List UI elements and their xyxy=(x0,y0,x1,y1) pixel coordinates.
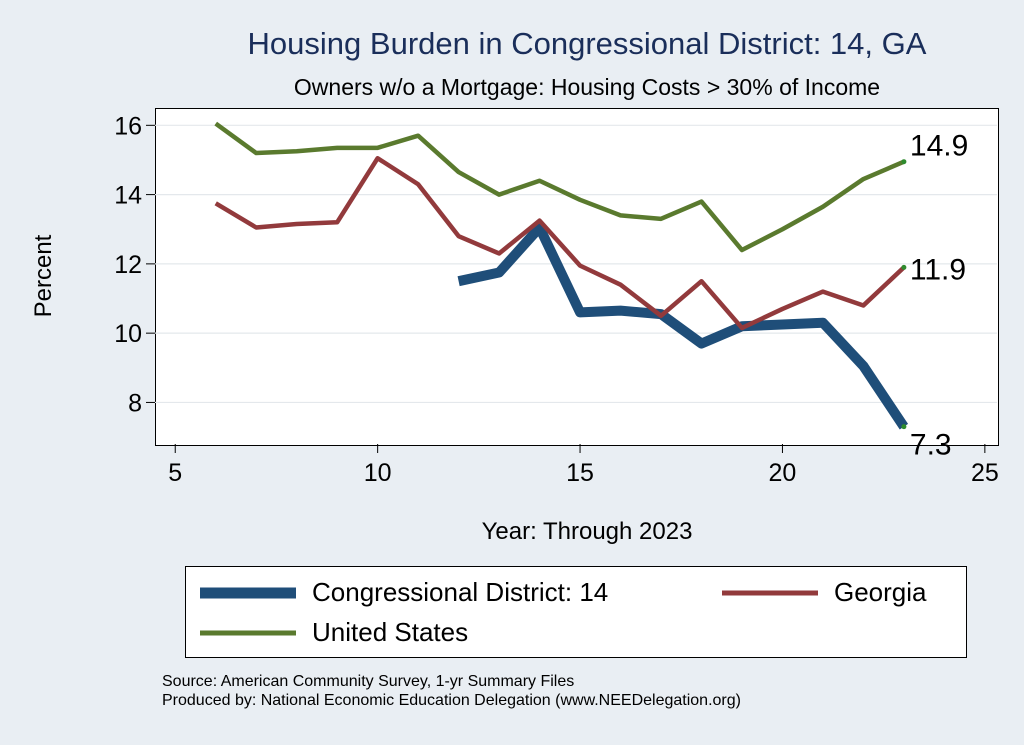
series-end-label: 11.9 xyxy=(910,253,966,286)
x-tick-label: 15 xyxy=(566,459,594,487)
series-end-marker xyxy=(901,159,907,165)
y-tick-label: 10 xyxy=(114,320,142,348)
legend: Congressional District: 14 Georgia Unite… xyxy=(185,566,967,658)
x-tick-label: 5 xyxy=(168,459,182,487)
chart-subtitle: Owners w/o a Mortgage: Housing Costs > 3… xyxy=(293,74,881,100)
series-line xyxy=(457,222,909,430)
series-end-label: 7.3 xyxy=(910,429,952,462)
y-tick-label: 12 xyxy=(114,251,142,279)
legend-swatch-united-states xyxy=(200,630,296,635)
y-tick-label: 8 xyxy=(128,389,142,417)
legend-swatch-district xyxy=(200,587,296,598)
x-tick-label: 10 xyxy=(364,459,392,487)
legend-label: Congressional District: 14 xyxy=(312,577,609,607)
x-tick-label: 25 xyxy=(971,459,999,487)
legend-item-georgia: Georgia xyxy=(722,577,927,608)
legend-item-united-states: United States xyxy=(200,617,468,648)
y-axis-label: Percent xyxy=(30,234,57,318)
legend-label: Georgia xyxy=(834,577,927,607)
x-tick-label: 20 xyxy=(769,459,797,487)
series-end-marker xyxy=(901,264,907,270)
y-tick-label: 14 xyxy=(114,182,142,210)
source-line: Source: American Community Survey, 1-yr … xyxy=(162,673,575,690)
chart-title: Housing Burden in Congressional District… xyxy=(247,26,927,61)
source-note: Source: American Community Survey, 1-yr … xyxy=(162,672,741,710)
x-axis-label: Year: Through 2023 xyxy=(481,518,693,545)
plot-area xyxy=(155,108,999,446)
legend-item-district: Congressional District: 14 xyxy=(200,577,608,608)
legend-swatch-georgia xyxy=(722,590,818,595)
series-end-label: 14.9 xyxy=(910,130,968,163)
producer-line: Produced by: National Economic Education… xyxy=(162,692,741,709)
legend-label: United States xyxy=(312,617,469,647)
series-line xyxy=(214,121,905,253)
series-line xyxy=(214,155,906,331)
series-end-marker xyxy=(901,424,907,430)
y-tick-label: 16 xyxy=(114,112,142,140)
